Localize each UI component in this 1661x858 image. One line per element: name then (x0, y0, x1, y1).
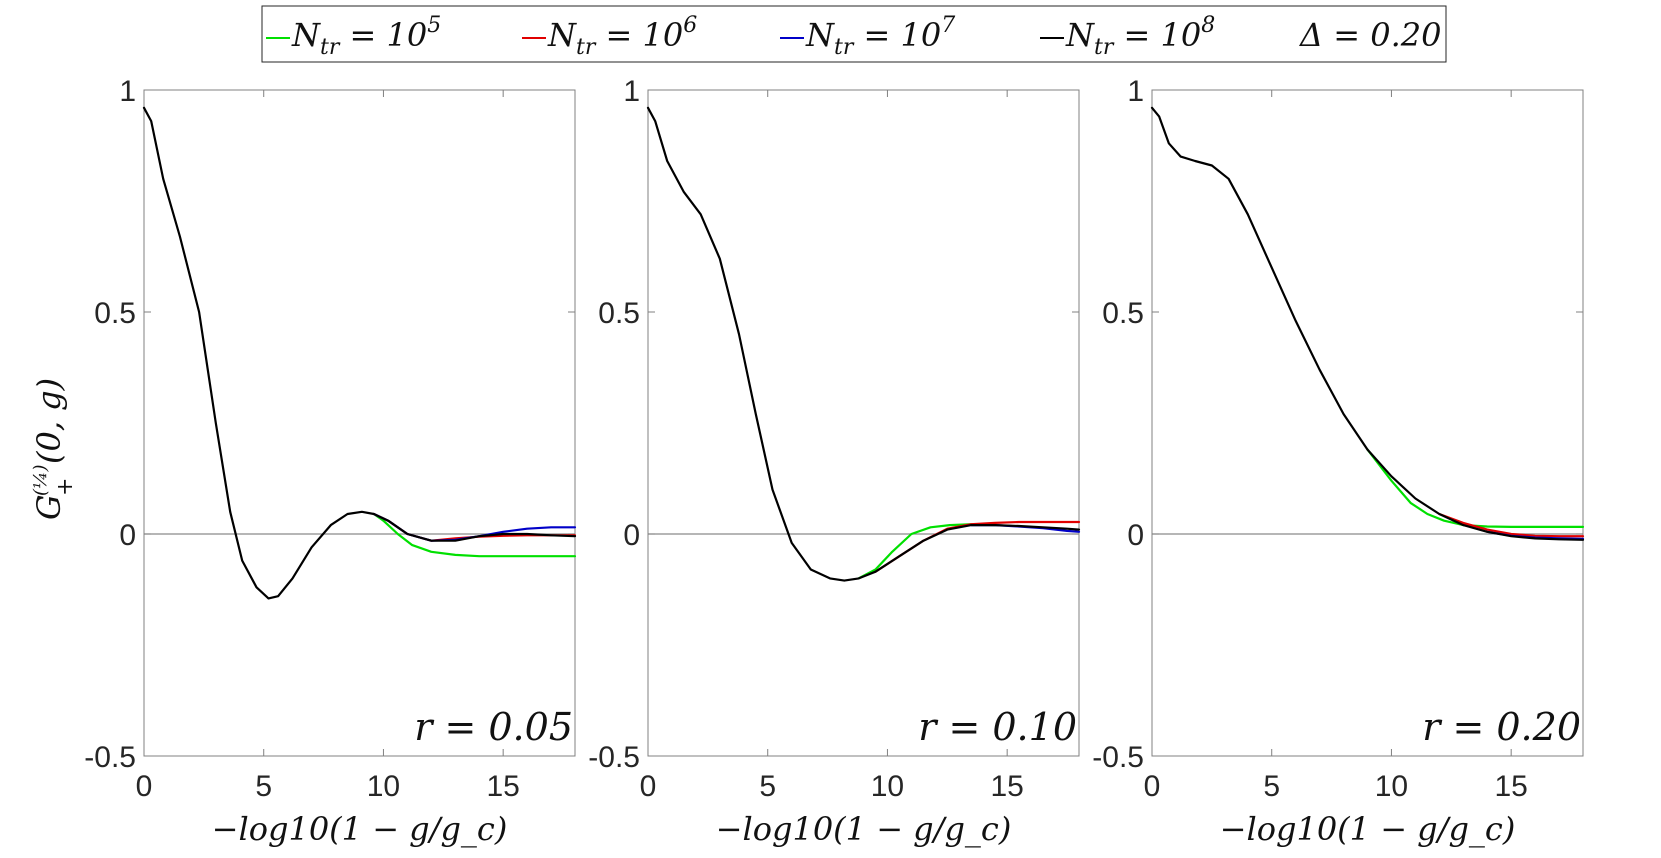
y-tick-label: 0 (623, 519, 640, 552)
series-line-108 (1150, 106, 1585, 541)
plot-area (1151, 89, 1584, 757)
panel-annotation: r = 0.10 (918, 705, 1077, 749)
legend-label-4: Ntr = 108 (1065, 13, 1215, 60)
x-tick-label: 15 (486, 770, 519, 803)
panel-2: -0.500.510 5 10 15r = 0.10−log10(1 − g/g_c) (588, 75, 1081, 848)
y-tick-label: 0.5 (598, 297, 640, 330)
legend-extra: Δ = 0.20 (1298, 16, 1442, 54)
series-line-108 (142, 106, 577, 600)
series-line-106 (1438, 512, 1585, 538)
legend-entry-4: Ntr = 108 (1040, 13, 1215, 60)
panel-3: -0.500.510 5 10 15r = 0.20−log10(1 − g/g_c) (1092, 75, 1585, 848)
series-line-108 (646, 106, 1081, 582)
svg-text:G: G (30, 494, 68, 520)
x-axis-label: −log10(1 − g/g_c) (1220, 810, 1516, 848)
plot-area (143, 89, 576, 757)
y-tick-label: 1 (1127, 75, 1144, 108)
x-tick-label: 5 (1263, 770, 1280, 803)
legend-box (261, 5, 1447, 63)
x-tick-label: 15 (1494, 770, 1527, 803)
x-tick-label: 5 (759, 770, 776, 803)
legend-label-3: Ntr = 107 (805, 13, 955, 60)
svg-text:(0, g): (0, g) (30, 378, 68, 464)
y-tick-label: -0.5 (1092, 741, 1144, 774)
x-tick-label: 0 (1144, 770, 1161, 803)
y-tick-label: 0 (1127, 519, 1144, 552)
x-tick-label: 0 (136, 770, 153, 803)
panel-1: -0.500.510 5 10 15r = 0.05−log10(1 − g/g_c) (84, 75, 577, 848)
x-axis-label: −log10(1 − g/g_c) (716, 810, 1012, 848)
legend-entry-1: Ntr = 105 (266, 13, 441, 60)
svg-text:+: + (53, 478, 78, 496)
y-tick-label: -0.5 (84, 741, 136, 774)
panel-annotation: r = 0.20 (1422, 705, 1581, 749)
x-tick-label: 15 (990, 770, 1023, 803)
y-tick-label: 0 (119, 519, 136, 552)
legend: Ntr = 105 Ntr = 106 Ntr = 107 Ntr = 108 … (261, 5, 1447, 63)
y-tick-label: 0.5 (94, 297, 136, 330)
legend-label-1: Ntr = 105 (291, 13, 441, 60)
legend-entry-2: Ntr = 106 (522, 13, 697, 60)
x-axis-label: −log10(1 − g/g_c) (212, 810, 508, 848)
y-tick-label: 1 (623, 75, 640, 108)
x-tick-label: 0 (640, 770, 657, 803)
legend-entry-3: Ntr = 107 (780, 13, 955, 60)
x-tick-label: 10 (1375, 770, 1408, 803)
x-tick-label: 5 (255, 770, 272, 803)
y-tick-label: 1 (119, 75, 136, 108)
x-tick-label: 10 (871, 770, 904, 803)
x-tick-label: 10 (367, 770, 400, 803)
y-axis-label: G + (¼) (0, g) (30, 378, 78, 520)
panel-annotation: r = 0.05 (414, 705, 573, 749)
y-tick-label: -0.5 (588, 741, 640, 774)
legend-label-2: Ntr = 106 (547, 13, 697, 60)
y-tick-label: 0.5 (1102, 297, 1144, 330)
plot-area (647, 89, 1080, 757)
svg-text:(¼): (¼) (30, 465, 51, 497)
series-line-105 (372, 512, 577, 558)
